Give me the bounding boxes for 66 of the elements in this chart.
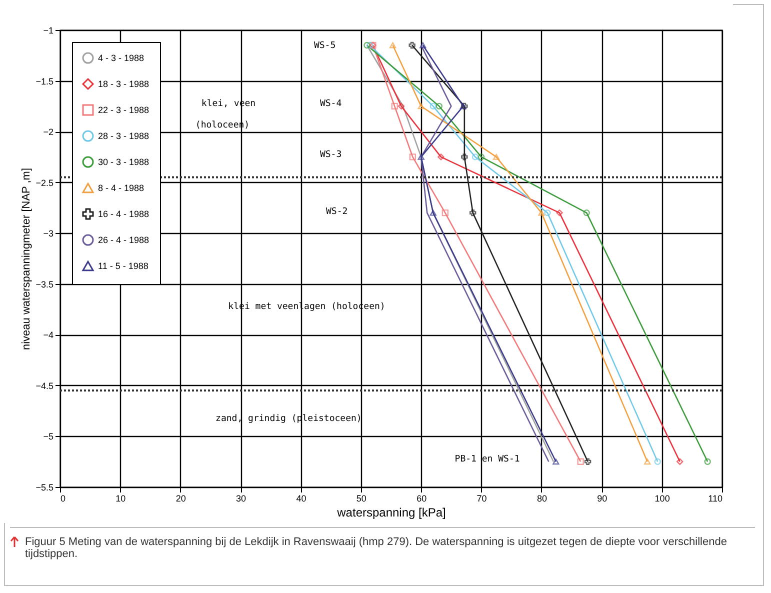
x-tick-label: 0 [60, 494, 66, 504]
point [583, 209, 590, 216]
legend-label: 22 - 3 - 1988 [98, 105, 150, 115]
point [409, 154, 416, 160]
x-tick-label: 40 [296, 494, 306, 504]
point [420, 42, 426, 48]
x-tick-label: 30 [236, 494, 246, 504]
legend-label: 30 - 3 - 1988 [98, 157, 150, 167]
point [552, 458, 560, 465]
x-tick-label: 70 [476, 494, 487, 504]
x-tick-label: 100 [654, 494, 670, 504]
y-tick-label: −3.5 [36, 279, 54, 290]
x-tick-label: 80 [536, 494, 547, 504]
point [492, 154, 500, 160]
text: Figuur 5 Meting van de waterspanning bij de Lekdijk in Ravenswaaij (hmp 279). De waterspanning is uitgezet tegen de diepte voor verschillende tijdstippen. [25, 536, 728, 560]
y-tick-label: −4 [43, 330, 54, 340]
x-axis-title: waterspanning [kPa] [336, 506, 446, 520]
y-tick-label: −4.5 [36, 380, 54, 391]
x-tick-label: 90 [597, 494, 608, 504]
y-tick-label: −3 [43, 228, 54, 239]
annotation: WS-4 [320, 99, 342, 110]
x-tick-label: 20 [176, 494, 186, 504]
legend-label: 28 - 3 - 1988 [98, 131, 150, 141]
point [577, 458, 584, 465]
y-tick-label: −1.5 [36, 76, 54, 86]
point [556, 209, 563, 216]
y-tick-label: −1 [43, 26, 54, 36]
x-tick-label: 110 [708, 494, 722, 504]
legend-label: 16 - 4 - 1988 [98, 209, 150, 219]
point [418, 154, 424, 160]
legend-label: 18 - 3 - 1988 [98, 79, 150, 89]
point [644, 458, 651, 465]
y-tick-label: −2 [43, 127, 54, 138]
point [436, 102, 442, 110]
y-tick-label: −5 [43, 432, 54, 442]
point [438, 154, 444, 160]
point [470, 209, 476, 216]
x-tick-label: 10 [116, 494, 126, 504]
x-tick-label: 50 [356, 494, 366, 504]
y-tick-label: −5.5 [36, 482, 54, 492]
legend-label: 26 - 4 - 1988 [98, 235, 150, 245]
y-tick-label: −2.5 [36, 178, 54, 188]
point [408, 42, 416, 49]
point [538, 210, 545, 216]
point [430, 102, 436, 110]
point [391, 102, 398, 110]
point [472, 154, 479, 160]
point [676, 458, 684, 465]
annotation: WS-3 [320, 150, 342, 160]
point [430, 210, 436, 216]
point [461, 154, 468, 160]
point [478, 154, 485, 160]
x-tick-label: 60 [416, 494, 427, 504]
annotation: WS-5 [314, 41, 336, 52]
point [442, 209, 448, 216]
point [544, 209, 551, 216]
annotation: WS-2 [326, 206, 348, 217]
legend-label: 11 - 5 - 1988 [98, 261, 148, 271]
annotation: PB-1 en WS-1 [454, 454, 520, 465]
legend-label: 8 - 4 - 1988 [98, 183, 144, 193]
point [418, 103, 424, 110]
y-axis-title: niveau waterspanningmeter [NAP ,m] [20, 168, 33, 350]
point [389, 42, 396, 48]
point [398, 102, 405, 110]
legend-label: 4 - 3 - 1988 [98, 53, 144, 63]
point [584, 458, 592, 465]
